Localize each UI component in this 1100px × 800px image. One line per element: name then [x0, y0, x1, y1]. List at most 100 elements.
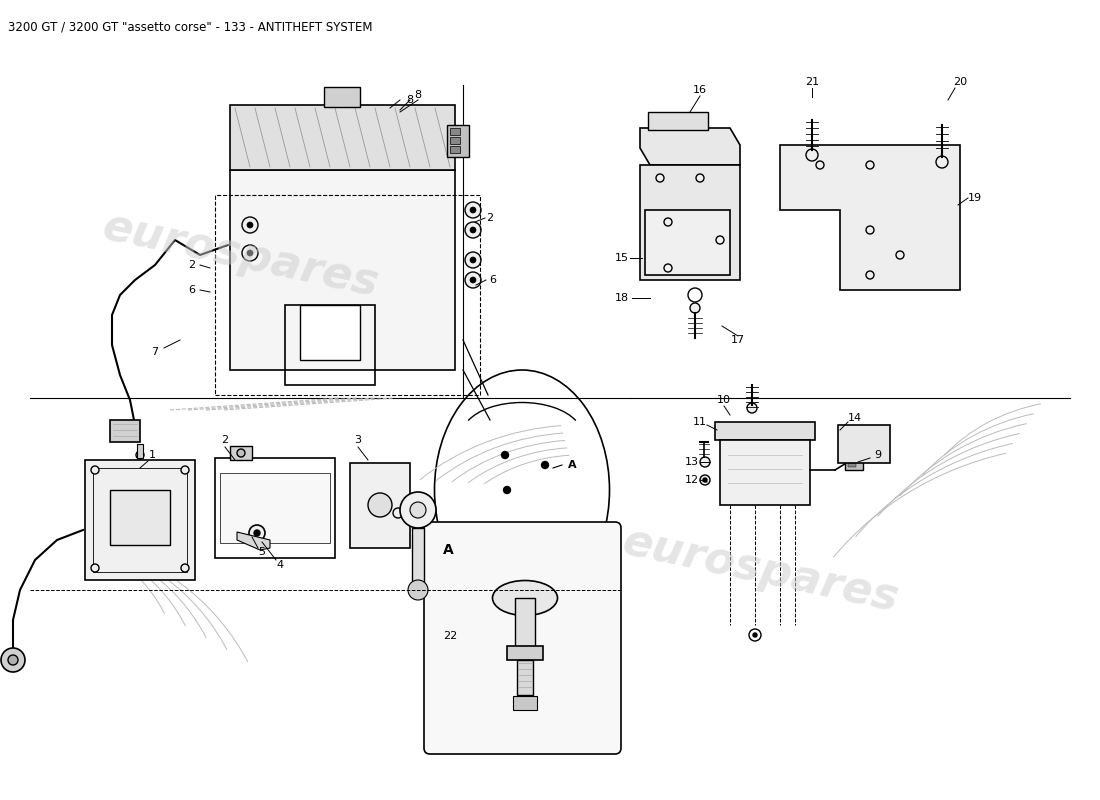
Text: eurospares: eurospares [98, 205, 382, 306]
Circle shape [465, 202, 481, 218]
Circle shape [249, 525, 265, 541]
Text: 16: 16 [693, 85, 707, 95]
FancyBboxPatch shape [424, 522, 622, 754]
Bar [402, 503, 414, 513]
Ellipse shape [493, 581, 558, 615]
Text: 3: 3 [354, 435, 362, 445]
Circle shape [410, 502, 426, 518]
Text: 11: 11 [693, 417, 707, 427]
Circle shape [242, 245, 258, 261]
Text: 2: 2 [221, 435, 229, 445]
Bar [230, 170, 455, 370]
Circle shape [8, 655, 18, 665]
Text: 6: 6 [490, 275, 496, 285]
Circle shape [754, 633, 757, 637]
Circle shape [182, 564, 189, 572]
Text: eurospares: eurospares [618, 520, 902, 620]
Circle shape [236, 449, 245, 457]
Circle shape [1, 648, 25, 672]
Circle shape [248, 222, 253, 228]
Bar [515, 598, 535, 648]
Circle shape [936, 156, 948, 168]
Circle shape [91, 564, 99, 572]
Polygon shape [780, 145, 960, 290]
Circle shape [242, 217, 258, 233]
Text: 13: 13 [685, 457, 698, 467]
Circle shape [136, 451, 144, 459]
Bar [845, 454, 864, 470]
Circle shape [866, 271, 874, 279]
Circle shape [664, 264, 672, 272]
Bar [230, 446, 252, 460]
Circle shape [182, 466, 189, 474]
Circle shape [541, 462, 549, 469]
Bar [94, 468, 187, 572]
Bar [110, 490, 170, 545]
Bar [450, 137, 460, 144]
Circle shape [703, 478, 707, 482]
Text: 2: 2 [188, 260, 196, 270]
Circle shape [664, 218, 672, 226]
Circle shape [896, 251, 904, 259]
Text: 7: 7 [152, 347, 158, 357]
Text: 20: 20 [953, 77, 967, 87]
Text: 2: 2 [486, 213, 494, 223]
Circle shape [716, 236, 724, 244]
Bar [513, 696, 537, 710]
Bar [285, 305, 375, 385]
Circle shape [470, 257, 476, 263]
Bar [412, 528, 424, 583]
Text: A: A [568, 460, 576, 470]
Text: 9: 9 [874, 450, 881, 460]
Text: 1: 1 [148, 450, 155, 460]
Circle shape [393, 508, 403, 518]
Circle shape [504, 486, 510, 494]
Bar [507, 646, 543, 660]
Circle shape [465, 272, 481, 288]
Text: 5: 5 [258, 547, 265, 557]
Circle shape [470, 207, 476, 213]
Bar [450, 128, 460, 135]
Bar [648, 112, 708, 130]
Text: 8: 8 [415, 90, 421, 100]
Text: A: A [442, 543, 453, 557]
Circle shape [254, 530, 260, 536]
Bar [85, 460, 195, 580]
Polygon shape [236, 532, 270, 550]
Polygon shape [640, 165, 740, 280]
Text: 12: 12 [685, 475, 700, 485]
Text: 15: 15 [615, 253, 629, 263]
Bar [300, 305, 360, 360]
Circle shape [816, 161, 824, 169]
Circle shape [866, 161, 874, 169]
Circle shape [502, 451, 508, 458]
Bar [450, 146, 460, 153]
Bar [720, 440, 810, 505]
Text: 10: 10 [717, 395, 732, 405]
Circle shape [368, 493, 392, 517]
Text: 21: 21 [805, 77, 820, 87]
Text: 14: 14 [848, 413, 862, 423]
Circle shape [700, 457, 710, 467]
Circle shape [248, 250, 253, 256]
Circle shape [656, 174, 664, 182]
Bar [350, 463, 410, 548]
Text: 17: 17 [730, 335, 745, 345]
Bar [645, 210, 730, 275]
Text: 18: 18 [615, 293, 629, 303]
Text: 22: 22 [443, 631, 458, 641]
Bar [214, 458, 336, 558]
Bar [848, 463, 856, 467]
Bar [214, 195, 480, 395]
Bar [110, 420, 140, 442]
Circle shape [696, 174, 704, 182]
Bar [220, 473, 330, 543]
Circle shape [408, 580, 428, 600]
Circle shape [91, 466, 99, 474]
Circle shape [700, 475, 710, 485]
Text: 8: 8 [406, 95, 414, 105]
Circle shape [690, 303, 700, 313]
Bar [517, 660, 534, 695]
Bar [230, 105, 455, 170]
Text: 6: 6 [188, 285, 196, 295]
